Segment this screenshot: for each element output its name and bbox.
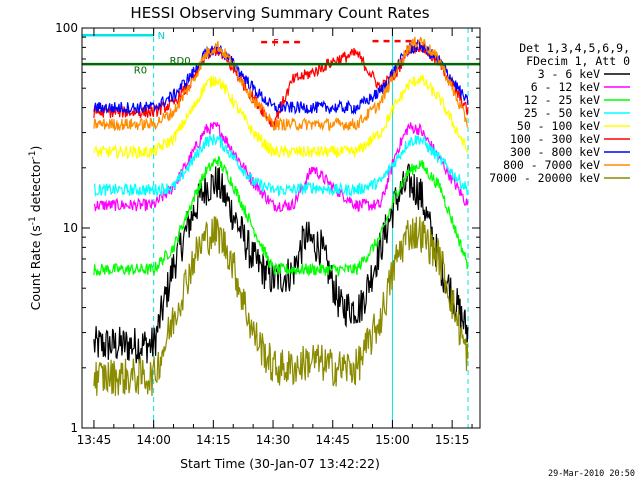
plot-area — [81, 27, 481, 429]
y-tick-label-1: 10 — [63, 221, 78, 235]
x-tick-label-4: 14:45 — [315, 433, 350, 447]
series-line-6-12-kev — [93, 121, 469, 213]
annotation-0: N — [158, 31, 165, 42]
x-tick-label-1: 14:00 — [136, 433, 171, 447]
y-axis-label: Count Rate (s-1 detector-1) — [28, 146, 43, 311]
series-line-7000-20000-kev — [93, 216, 469, 396]
series-line-800-7000-kev — [93, 36, 469, 132]
legend-label-6: 300 - 800 keV — [510, 145, 600, 159]
annotation-2: R0 — [134, 66, 147, 77]
y-tick-label-2: 100 — [55, 21, 78, 35]
legend-label-3: 25 - 50 keV — [524, 106, 600, 120]
legend-label-7: 800 - 7000 keV — [503, 158, 600, 172]
x-tick-label-0: 13:45 — [77, 433, 112, 447]
x-tick-label-3: 14:30 — [256, 433, 291, 447]
x-axis-label: Start Time (30-Jan-07 13:42:22) — [180, 456, 380, 471]
legend-header-line-2: FDecim 1, Att 0 — [526, 54, 630, 68]
series-line-25-50-kev — [93, 134, 469, 198]
legend-label-8: 7000 - 20000 keV — [489, 171, 600, 185]
legend-label-2: 12 - 25 keV — [524, 93, 600, 107]
legend-label-1: 6 - 12 keV — [531, 80, 600, 94]
series-line-100-300-kev — [93, 40, 469, 128]
series-line-50-100-kev — [93, 74, 469, 160]
legend-label-4: 50 - 100 keV — [517, 119, 600, 133]
legend-header-line-1: Det 1,3,4,5,6,9, — [519, 41, 630, 55]
x-axis-ticks: 13:45 14:00 14:15 14:30 14:45 15:00 15:15 — [77, 28, 473, 447]
chart-title: HESSI Observing Summary Count Rates — [130, 4, 429, 22]
legend: Det 1,3,4,5,6,9, FDecim 1, Att 0 3 - 6 k… — [489, 41, 630, 185]
x-tick-label-2: 14:15 — [196, 433, 231, 447]
x-tick-label-5: 15:00 — [375, 433, 410, 447]
legend-label-0: 3 - 6 keV — [538, 67, 600, 81]
series-line-12-25-kev — [93, 155, 469, 278]
legend-label-5: 100 - 300 keV — [510, 132, 600, 146]
y-axis-ticks: 1 10 100 — [55, 21, 480, 435]
chart-annotations: N RD0 R0 F — [134, 31, 279, 76]
annotation-3: F — [273, 38, 279, 49]
y-tick-label-0: 1 — [70, 421, 78, 435]
x-tick-label-6: 15:15 — [435, 433, 470, 447]
series-line-3-6-kev — [93, 163, 469, 364]
footer-timestamp: 29-Mar-2010 20:50 — [548, 469, 635, 479]
annotation-1: RD0 — [170, 56, 191, 67]
